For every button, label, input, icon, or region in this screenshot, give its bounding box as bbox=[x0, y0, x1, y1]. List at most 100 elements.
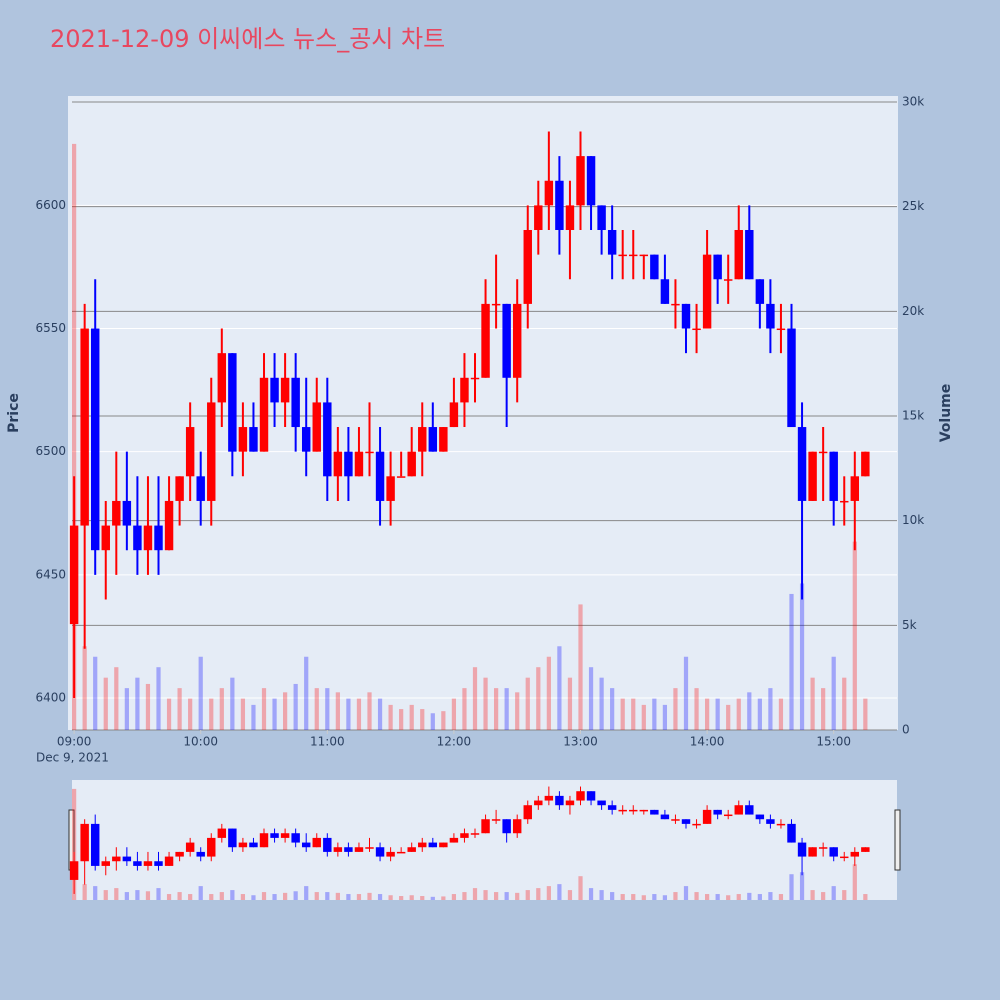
volume-bar bbox=[831, 886, 836, 900]
volume-bar bbox=[399, 896, 404, 900]
candle-body bbox=[861, 847, 870, 852]
candle-body bbox=[143, 525, 153, 551]
volume-bar bbox=[399, 709, 404, 730]
volume-bar bbox=[314, 892, 319, 900]
volume-bar bbox=[114, 667, 119, 730]
candle-body bbox=[586, 791, 596, 801]
candle-body bbox=[650, 254, 659, 280]
volume-bar bbox=[209, 698, 214, 730]
candle-body bbox=[249, 427, 258, 452]
y2-tick-label: 15k bbox=[902, 409, 924, 423]
volume-bar bbox=[388, 704, 393, 730]
volume-bar bbox=[588, 667, 594, 730]
volume-bar bbox=[409, 895, 414, 900]
candle-body bbox=[112, 500, 121, 526]
volume-bar bbox=[135, 890, 140, 900]
volume-bar bbox=[93, 886, 98, 900]
candle-body bbox=[185, 842, 195, 852]
volume-bar bbox=[588, 888, 594, 900]
volume-bar bbox=[346, 894, 351, 900]
y2-tick-label: 30k bbox=[902, 95, 924, 109]
candle-body bbox=[449, 837, 459, 843]
candle-body bbox=[671, 819, 680, 821]
volume-bar bbox=[620, 894, 625, 900]
candle-body bbox=[787, 328, 796, 428]
volume-bar bbox=[768, 688, 773, 730]
volume-bar bbox=[863, 894, 868, 900]
candle-body bbox=[365, 451, 374, 454]
volume-bar bbox=[230, 890, 235, 900]
candle-body bbox=[586, 156, 596, 206]
volume-bar bbox=[124, 688, 129, 730]
volume-bar bbox=[842, 677, 847, 730]
volume-bar bbox=[430, 713, 435, 730]
candle-body bbox=[512, 819, 522, 834]
candle-body bbox=[639, 809, 649, 812]
volume-bar bbox=[715, 698, 720, 730]
volume-bar bbox=[641, 895, 646, 900]
candle-body bbox=[312, 837, 321, 848]
volume-bar bbox=[420, 896, 425, 900]
volume-bar bbox=[599, 677, 604, 730]
volume-bar bbox=[282, 892, 288, 900]
volume-bar bbox=[557, 884, 562, 900]
volume-bar bbox=[103, 890, 108, 900]
candle-body bbox=[470, 377, 480, 380]
volume-bar bbox=[188, 698, 193, 730]
candle-body bbox=[175, 851, 184, 857]
candle-body bbox=[418, 427, 427, 452]
volume-bar bbox=[536, 888, 541, 900]
candle-body bbox=[143, 861, 153, 866]
candle-body bbox=[829, 847, 838, 857]
volume-bar bbox=[536, 667, 541, 730]
volume-bar bbox=[420, 709, 425, 730]
candle-body bbox=[333, 451, 343, 477]
candle-body bbox=[375, 451, 385, 501]
volume-bar bbox=[346, 698, 351, 730]
volume-bar bbox=[799, 872, 805, 900]
volume-bar bbox=[778, 698, 784, 730]
volume-bar bbox=[219, 688, 224, 730]
volume-bar bbox=[441, 896, 446, 900]
volume-bar bbox=[282, 692, 288, 730]
candle-body bbox=[386, 851, 395, 857]
candle-body bbox=[396, 851, 406, 854]
candle-body bbox=[555, 795, 564, 806]
volume-bar bbox=[367, 692, 372, 730]
volume-bar bbox=[472, 667, 478, 730]
y2-tick-label: 5k bbox=[902, 618, 917, 632]
candle-body bbox=[797, 427, 807, 501]
candle-body bbox=[90, 328, 100, 551]
candle-body bbox=[69, 861, 79, 880]
volume-bar bbox=[631, 698, 636, 730]
volume-bar bbox=[504, 688, 509, 730]
volume-bar bbox=[757, 894, 762, 900]
volume-bar bbox=[114, 888, 119, 900]
volume-bar bbox=[810, 890, 815, 900]
volume-bar bbox=[567, 677, 573, 730]
candle-body bbox=[597, 800, 606, 806]
candle-body bbox=[597, 205, 606, 231]
range-slider[interactable] bbox=[72, 780, 897, 900]
candle-body bbox=[766, 819, 775, 824]
candle-body bbox=[840, 500, 849, 503]
volume-bar bbox=[103, 677, 108, 730]
volume-bar bbox=[493, 892, 499, 900]
candle-body bbox=[270, 377, 279, 403]
volume-bar bbox=[694, 688, 699, 730]
volume-bar bbox=[842, 890, 847, 900]
candle-body bbox=[228, 828, 237, 848]
candle-body bbox=[154, 525, 163, 551]
volume-bar bbox=[335, 892, 340, 900]
volume-bar bbox=[462, 688, 467, 730]
volume-bar bbox=[293, 683, 298, 730]
candle-body bbox=[323, 837, 332, 852]
volume-bar bbox=[209, 894, 214, 900]
volume-bar bbox=[546, 656, 551, 730]
volume-bar bbox=[726, 895, 731, 900]
range-handle[interactable] bbox=[894, 809, 901, 871]
candle-body bbox=[122, 500, 132, 526]
volume-bar bbox=[72, 788, 77, 900]
volume-bar bbox=[852, 864, 857, 900]
candle-body bbox=[481, 303, 490, 378]
